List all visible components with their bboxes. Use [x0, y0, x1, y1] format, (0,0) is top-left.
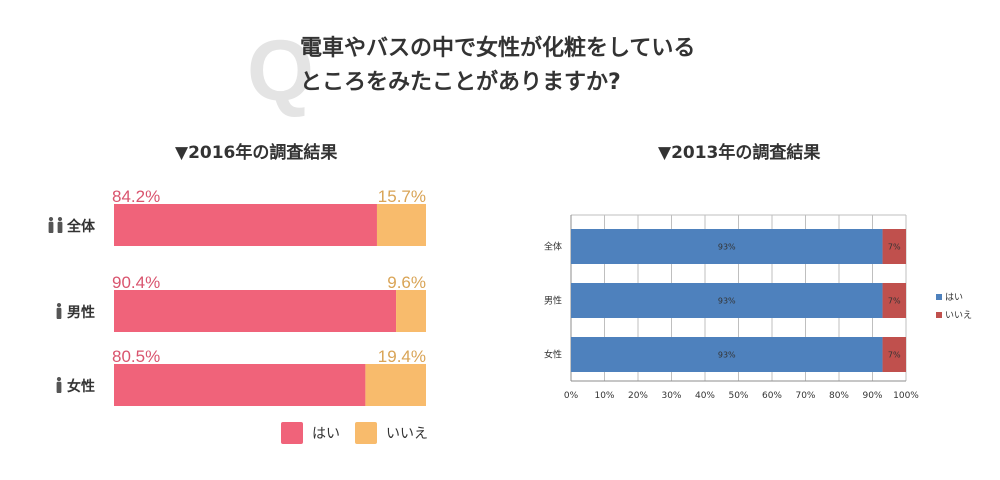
bar-2016-no-1 [396, 290, 426, 332]
value-label-2013-no-2: 7% [888, 351, 901, 360]
bar-2016-no-0 [376, 204, 426, 246]
bar-2016-yes-0 [114, 204, 377, 246]
x-tick-2013-7: 70% [795, 391, 815, 401]
value-label-2013-yes-2: 93% [718, 351, 736, 360]
x-tick-2013-9: 90% [862, 391, 882, 401]
x-tick-2013-1: 10% [594, 391, 614, 401]
value-label-2013-yes-0: 93% [718, 243, 736, 252]
category-label-2016-1: 男性 [67, 304, 95, 321]
legend-2013-no-swatch [936, 312, 942, 318]
legend-2016-yes-swatch [281, 422, 303, 444]
man-icon [56, 303, 62, 319]
value-label-2013-yes-1: 93% [718, 297, 736, 306]
question-mark-logo: Q [247, 23, 314, 119]
category-label-2013-0: 全体 [544, 241, 562, 253]
bar-2016-no-2 [365, 364, 426, 406]
category-label-2013-2: 女性 [544, 349, 562, 361]
bar-2013-yes-2 [571, 337, 883, 372]
bar-2013-no-2 [882, 337, 906, 372]
x-tick-2013-6: 60% [762, 391, 782, 401]
people-icon [48, 217, 54, 233]
x-tick-2013-2: 20% [628, 391, 648, 401]
bar-2013-yes-0 [571, 229, 883, 264]
x-tick-2013-8: 80% [829, 391, 849, 401]
people-icon [57, 217, 63, 233]
x-tick-2013-10: 100% [893, 391, 919, 401]
value-label-2013-no-1: 7% [888, 297, 901, 306]
bar-2016-yes-1 [114, 290, 397, 332]
question-text: 電車やバスの中で女性が化粧をしている ところをみたことがありますか? [300, 32, 695, 100]
category-label-2016-2: 女性 [67, 378, 95, 395]
chart-2013-title: ▼2013年の調査結果 [658, 143, 821, 163]
category-label-2016-0: 全体 [66, 218, 96, 235]
bar-2013-no-1 [882, 283, 906, 318]
legend-2016-yes-label: はい [312, 426, 340, 442]
x-tick-2013-4: 40% [695, 391, 715, 401]
legend-2013-no-label: いいえ [945, 310, 972, 321]
bar-2013-no-0 [882, 229, 906, 264]
legend-2013-yes-swatch [936, 294, 942, 300]
legend-2013-yes-label: はい [945, 292, 963, 303]
value-label-2016-yes-2: 80.5% [112, 347, 160, 366]
value-label-2013-no-0: 7% [888, 243, 901, 252]
x-tick-2013-3: 30% [661, 391, 681, 401]
bar-2013-yes-1 [571, 283, 883, 318]
woman-icon [56, 377, 62, 393]
value-label-2016-no-1: 9.6% [387, 273, 426, 292]
category-label-2013-1: 男性 [544, 295, 562, 307]
value-label-2016-yes-0: 84.2% [112, 187, 160, 206]
bar-2016-yes-2 [114, 364, 366, 406]
value-label-2016-no-0: 15.7% [378, 187, 426, 206]
value-label-2016-no-2: 19.4% [378, 347, 426, 366]
x-tick-2013-5: 50% [728, 391, 748, 401]
x-tick-2013-0: 0% [564, 391, 579, 401]
chart-2016-title: ▼2016年の調査結果 [175, 143, 338, 163]
question-line-1: 電車やバスの中で女性が化粧をしている [300, 36, 696, 61]
question-line-2: ところをみたことがありますか? [300, 70, 621, 95]
legend-2016-no-label: いいえ [386, 426, 428, 442]
value-label-2016-yes-1: 90.4% [112, 273, 160, 292]
legend-2016-no-swatch [355, 422, 377, 444]
